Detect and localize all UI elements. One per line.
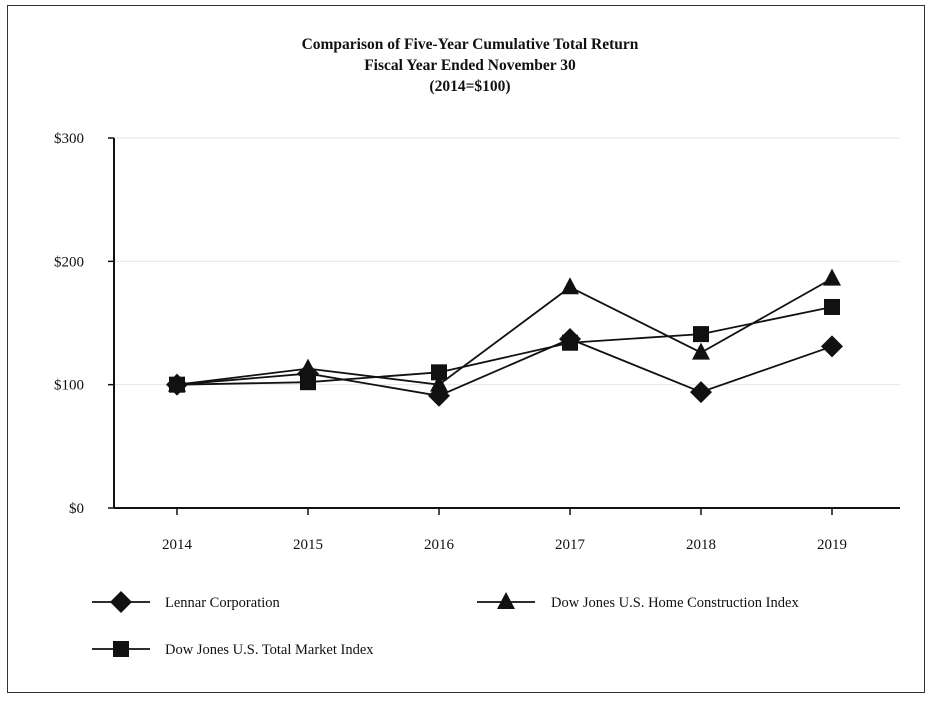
series-line-square bbox=[176, 306, 833, 386]
y-tick-label: $200 bbox=[54, 254, 84, 270]
legend-marker-triangle bbox=[497, 592, 515, 609]
data-point-triangle-2016 bbox=[430, 374, 448, 392]
series-line-triangle bbox=[176, 277, 833, 386]
chart-title-line-2: Fiscal Year Ended November 30 bbox=[364, 57, 576, 74]
x-tick-label: 2019 bbox=[817, 537, 847, 553]
chart-title: Comparison of Five-Year Cumulative Total… bbox=[302, 36, 639, 95]
data-point-square-2019 bbox=[824, 298, 840, 315]
x-tick-label: 2014 bbox=[162, 537, 193, 553]
data-point-triangle-2018 bbox=[692, 342, 710, 360]
data-point-square-2017 bbox=[562, 334, 578, 351]
data-point-diamond-2018 bbox=[690, 381, 712, 404]
x-tick-label: 2017 bbox=[555, 537, 586, 553]
axes bbox=[113, 138, 900, 509]
y-tick-label: $100 bbox=[54, 378, 84, 394]
series-markers bbox=[166, 268, 843, 407]
data-point-square-2018 bbox=[693, 326, 709, 343]
x-tick-label: 2018 bbox=[686, 537, 716, 553]
legend: Lennar Corporation Dow Jones U.S. Home Co… bbox=[92, 591, 799, 658]
y-tick-label: $0 bbox=[69, 501, 84, 517]
x-tick-label: 2016 bbox=[424, 537, 455, 553]
data-point-triangle-2017 bbox=[561, 277, 579, 295]
data-point-square-2016 bbox=[431, 364, 447, 381]
series-line-diamond bbox=[176, 338, 833, 397]
data-point-square-2014 bbox=[169, 376, 185, 393]
legend-label: Dow Jones U.S. Home Construction Index bbox=[551, 595, 799, 611]
legend-label: Lennar Corporation bbox=[165, 595, 281, 611]
x-tick-label: 2015 bbox=[293, 537, 323, 553]
x-tick-labels: 2014 2015 2016 2017 2018 2019 bbox=[162, 508, 847, 553]
data-point-triangle-2019 bbox=[823, 268, 841, 286]
chart-title-line-3: (2014=$100) bbox=[429, 78, 510, 95]
chart-title-line-1: Comparison of Five-Year Cumulative Total… bbox=[302, 36, 639, 53]
legend-label: Dow Jones U.S. Total Market Index bbox=[165, 642, 374, 658]
data-point-diamond-2019 bbox=[821, 335, 843, 358]
legend-marker-square bbox=[113, 641, 129, 657]
data-point-triangle-2015 bbox=[299, 358, 317, 376]
data-point-square-2015 bbox=[300, 374, 316, 391]
y-tick-label: $300 bbox=[54, 131, 84, 147]
y-tick-labels: $0 $100 $200 $300 bbox=[54, 131, 114, 517]
gridlines bbox=[114, 137, 900, 386]
legend-marker-diamond bbox=[110, 591, 132, 613]
series-lines bbox=[176, 277, 833, 397]
chart-frame bbox=[7, 5, 925, 693]
